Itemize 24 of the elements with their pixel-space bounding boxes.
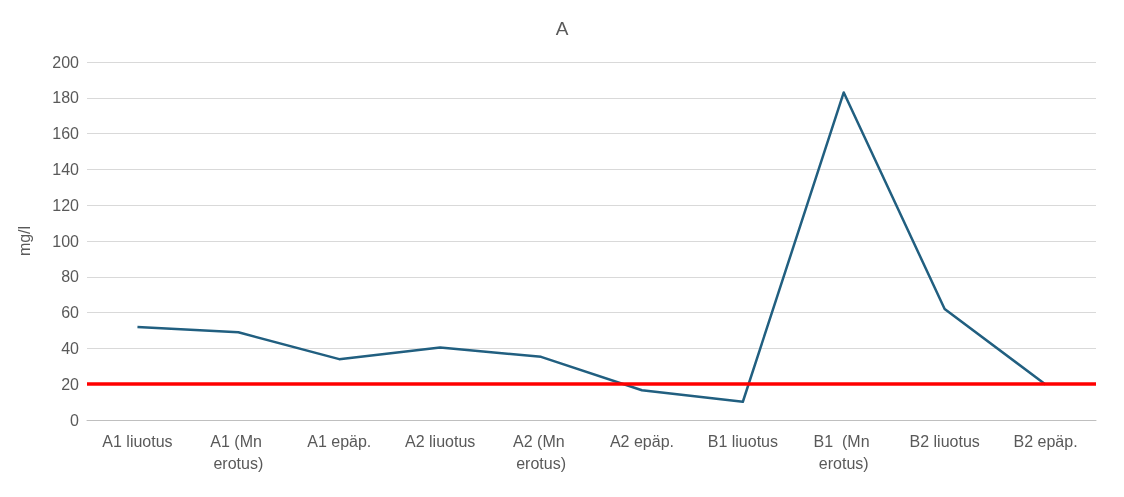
chart-title: A (555, 18, 569, 39)
x-tick-label: A1 epäp. (307, 432, 372, 450)
x-tick-label: A1 (Mn erotus) (210, 432, 267, 472)
y-tick-label: 80 (61, 268, 80, 286)
x-tick-label: B1 (Mn erotus) (813, 432, 874, 472)
y-axis-title: mg/l (15, 225, 33, 257)
x-tick-label: A2 liuotus (405, 432, 476, 450)
x-tick-label: A1 liuotus (102, 432, 173, 450)
y-tick-label: 200 (52, 53, 80, 71)
x-tick-label: B2 liuotus (909, 432, 980, 450)
y-tick-label: 60 (61, 304, 80, 322)
x-tick-label: B1 liuotus (707, 432, 778, 450)
y-tick-label: 140 (52, 160, 80, 178)
y-tick-label: 20 (61, 375, 80, 393)
y-tick-label: 160 (52, 125, 80, 143)
y-tick-label: 180 (52, 89, 80, 107)
y-tick-label: 40 (61, 339, 80, 357)
x-tick-label: A2 epäp. (609, 432, 674, 450)
x-tick-label: A2 (Mn erotus) (513, 432, 570, 472)
x-tick-label: B2 epäp. (1013, 432, 1078, 450)
line-series (136, 91, 1047, 403)
y-tick-label: 0 (70, 411, 80, 429)
y-tick-label: 100 (52, 232, 80, 250)
y-tick-label: 120 (52, 196, 80, 214)
